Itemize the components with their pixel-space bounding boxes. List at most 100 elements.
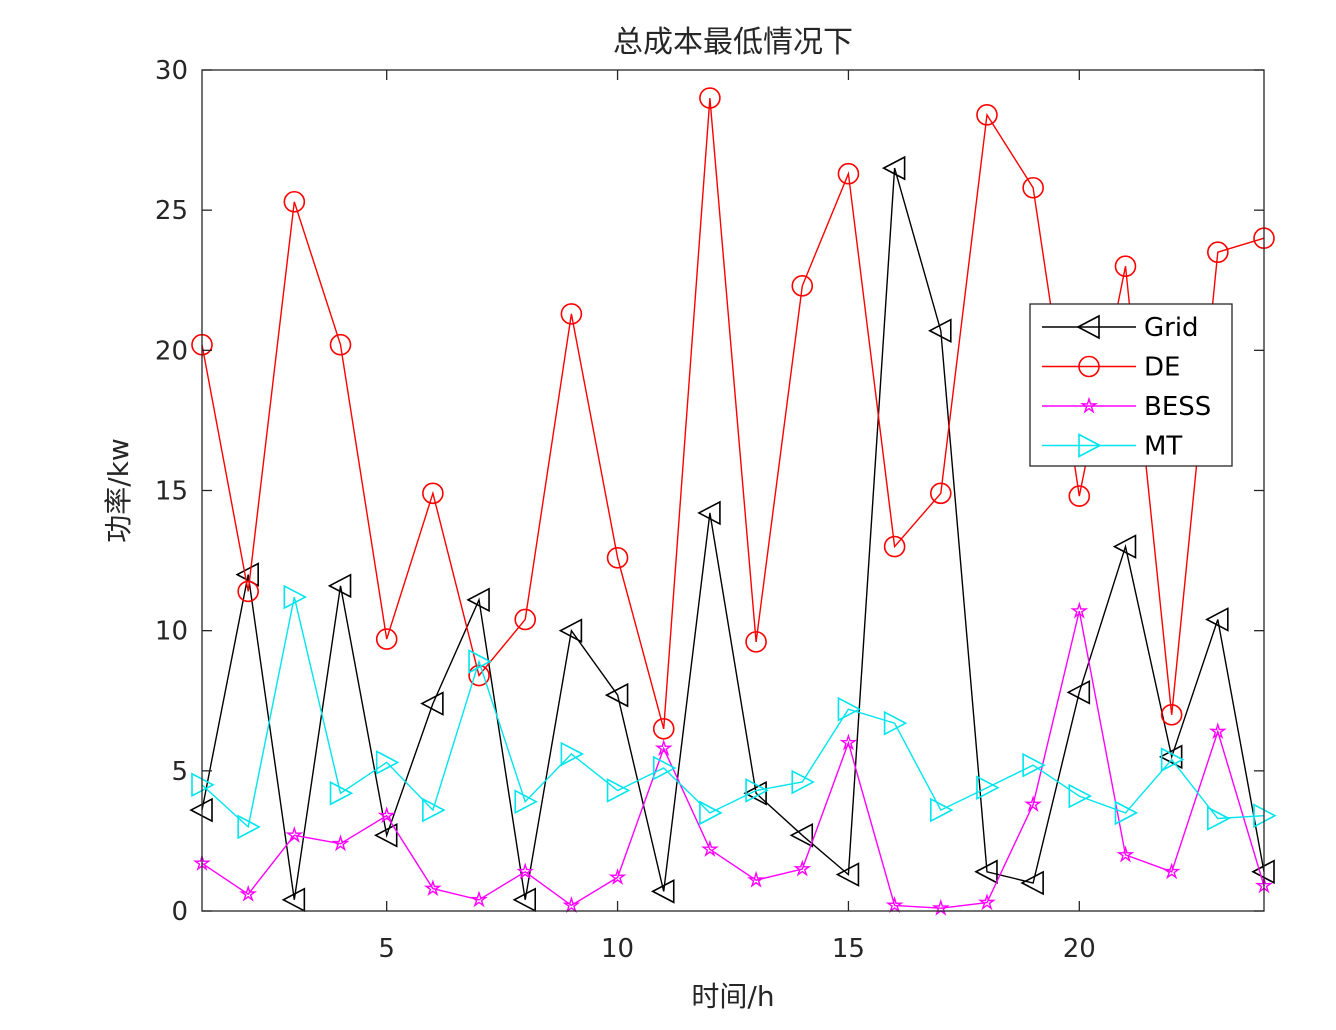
data-point-mt — [422, 797, 446, 823]
data-point-mt — [606, 778, 631, 803]
series-mt — [191, 584, 1277, 840]
data-point-bess — [701, 839, 719, 857]
data-point-bess — [285, 825, 304, 843]
data-point-mt — [1068, 783, 1093, 809]
data-point-grid — [651, 879, 675, 904]
data-point-de — [237, 580, 259, 603]
series-line-mt — [201, 596, 1265, 829]
data-point-mt — [375, 750, 400, 775]
data-point-de — [652, 717, 675, 740]
data-point-mt — [560, 741, 585, 767]
x-tick-label: 5 — [378, 934, 395, 964]
legend-item-grid: Grid — [1042, 313, 1199, 343]
data-point-grid — [928, 318, 952, 344]
legend-item-bess: BESS — [1042, 392, 1211, 422]
data-point-de — [745, 631, 767, 653]
data-point-bess — [1070, 601, 1089, 619]
y-tick-label: 15 — [155, 477, 188, 507]
data-point-mt — [652, 755, 677, 781]
data-point-grid — [235, 562, 259, 587]
series-line-bess — [201, 610, 1265, 909]
chart-title: 总成本最低情况下 — [613, 25, 853, 60]
data-point-bess — [654, 739, 673, 757]
data-point-grid — [1112, 534, 1137, 559]
data-point-bess — [839, 733, 858, 751]
legend-item-de: DE — [1042, 353, 1180, 383]
data-point-grid — [1066, 680, 1091, 705]
data-point-grid — [327, 573, 352, 599]
data-point-mt — [699, 800, 723, 826]
data-point-grid — [881, 155, 906, 181]
legend-marker-mt — [1078, 433, 1102, 458]
data-point-mt — [514, 789, 538, 814]
legend-item-mt: MT — [1042, 432, 1182, 462]
legend-marker-grid — [1076, 314, 1100, 340]
y-axis-title: 功率/kw — [102, 438, 135, 543]
data-point-de — [1068, 485, 1091, 507]
data-point-grid — [1205, 607, 1229, 632]
data-point-de — [375, 628, 398, 650]
data-point-grid — [373, 822, 398, 848]
data-point-de — [422, 482, 444, 505]
x-axis-title: 时间/h — [691, 980, 774, 1013]
data-point-de — [791, 275, 814, 297]
data-point-mt — [237, 814, 261, 840]
data-point-mt — [1114, 800, 1139, 826]
data-point-mt — [837, 696, 862, 722]
data-point-grid — [789, 822, 814, 848]
data-point-mt — [468, 649, 492, 674]
data-point-mt — [1022, 752, 1046, 778]
data-point-grid — [835, 862, 860, 887]
data-point-de — [929, 482, 952, 505]
data-point-mt — [1207, 806, 1231, 831]
data-point-grid — [974, 859, 998, 885]
legend-box — [1029, 303, 1233, 467]
data-point-mt — [329, 780, 354, 806]
data-point-de — [514, 608, 537, 631]
axes-layer: 5 10 15 20 0 5 10 15 20 25 30 — [155, 56, 1265, 964]
legend-label-mt: MT — [1144, 432, 1182, 462]
data-point-bess — [377, 806, 396, 824]
x-tick-label: 10 — [601, 934, 634, 964]
data-point-bess — [562, 896, 581, 914]
data-point-bess — [793, 859, 812, 877]
data-point-bess — [885, 896, 904, 914]
y-tick-label: 5 — [171, 757, 188, 787]
data-point-bess — [1024, 795, 1043, 813]
data-point-mt — [791, 769, 815, 795]
data-point-grid — [604, 682, 629, 708]
data-point-grid — [420, 691, 444, 716]
data-point-de — [976, 104, 998, 126]
data-point-grid — [1020, 870, 1044, 896]
data-point-bess — [239, 884, 258, 902]
y-tick-label: 20 — [155, 336, 188, 366]
data-point-mt — [929, 797, 954, 823]
data-point-grid — [281, 887, 306, 913]
data-point-grid — [743, 780, 767, 806]
data-point-de — [837, 162, 860, 185]
y-tick-label: 30 — [155, 56, 188, 86]
plot-area — [202, 70, 1264, 911]
data-point-de — [1022, 176, 1044, 199]
legend-marker-de — [1078, 355, 1100, 378]
data-point-bess — [747, 870, 765, 888]
series-bess — [193, 601, 1273, 916]
y-tick-label: 10 — [155, 617, 188, 647]
legend-label-de: DE — [1144, 353, 1180, 383]
data-point-mt — [976, 775, 1000, 800]
series-grid — [189, 155, 1275, 913]
data-point-de — [1160, 703, 1183, 726]
data-point-bess — [331, 834, 350, 852]
data-point-bess — [516, 862, 535, 880]
data-point-de — [1207, 241, 1229, 264]
data-point-mt — [745, 778, 769, 803]
data-point-bess — [1162, 862, 1181, 880]
legend-label-bess: BESS — [1144, 392, 1211, 422]
data-point-grid — [466, 587, 490, 613]
data-point-mt — [1160, 747, 1185, 772]
data-point-bess — [1208, 722, 1227, 740]
x-tick-label: 20 — [1063, 934, 1096, 964]
legend-label-grid: Grid — [1144, 313, 1199, 343]
x-tick-label: 15 — [832, 934, 865, 964]
